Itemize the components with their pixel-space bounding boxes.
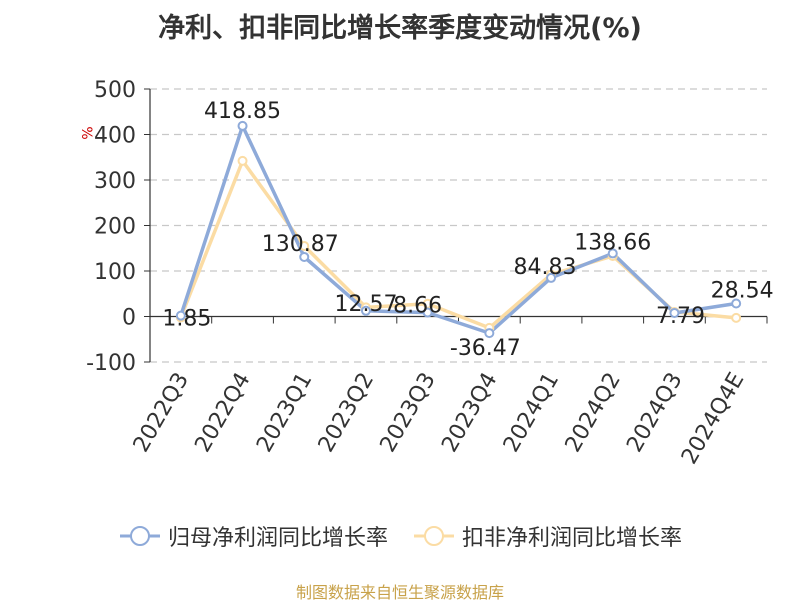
grid-lines — [150, 88, 767, 363]
legend-label: 扣非净利润同比增长率 — [462, 526, 683, 551]
y-tick-label: 500 — [94, 78, 136, 103]
y-tick-label: 300 — [94, 169, 136, 194]
y-axis-label: % — [78, 126, 94, 139]
data-label: 1.85 — [162, 307, 211, 332]
data-point — [546, 272, 557, 283]
data-point — [422, 307, 433, 318]
legend-line-icon — [119, 526, 160, 546]
x-tick-label: 2022Q4 — [190, 369, 255, 457]
x-tick-label: 2024Q3 — [622, 369, 687, 457]
data-point — [299, 251, 310, 262]
x-tick-label: 2024Q2 — [561, 369, 626, 457]
y-tick-label: 100 — [94, 260, 136, 285]
y-tick-label: 400 — [94, 124, 136, 149]
x-tick-label: 2024Q4E — [677, 369, 749, 469]
data-point — [484, 328, 495, 339]
data-point — [360, 305, 371, 316]
x-tick-label: 2022Q3 — [129, 369, 194, 457]
legend-line-icon — [414, 526, 454, 546]
legend: 归母净利润同比增长率 扣非净利润同比增长率 — [0, 520, 800, 552]
data-point — [669, 307, 680, 318]
x-tick-label: 2024Q1 — [499, 369, 564, 457]
data-point — [607, 248, 618, 259]
data-label: 138.66 — [574, 230, 651, 255]
x-tick-label: 2023Q2 — [314, 369, 379, 457]
data-point — [731, 312, 742, 323]
legend-item-parent-net-profit[interactable]: 归母净利润同比增长率 — [118, 520, 388, 552]
y-tick-label: -100 — [86, 351, 136, 376]
series-lines — [179, 124, 737, 335]
legend-label: 归母净利润同比增长率 — [167, 526, 388, 551]
data-label: 8.66 — [393, 294, 442, 319]
data-label: -36.47 — [450, 336, 521, 361]
data-point — [299, 240, 310, 251]
series-line — [179, 124, 737, 335]
data-label: 84.83 — [514, 255, 577, 280]
legend-item-deducted-net-profit[interactable]: 扣非净利润同比增长率 — [412, 520, 682, 552]
series-points — [175, 120, 742, 339]
data-point — [175, 310, 186, 321]
x-tick-label: 2023Q4 — [437, 369, 502, 457]
chart-title: 净利、扣非同比增长率季度变动情况(%) — [158, 13, 642, 44]
data-label: 12.57 — [334, 292, 397, 317]
data-label: 28.54 — [711, 279, 774, 304]
x-tick-label: 2023Q3 — [376, 369, 441, 457]
data-point — [731, 298, 742, 309]
data-label: 7.79 — [656, 304, 705, 329]
x-tick-label: 2023Q1 — [252, 369, 317, 457]
data-point — [237, 155, 248, 166]
data-label: 418.85 — [204, 99, 281, 124]
data-point — [237, 120, 248, 131]
y-tick-label: 200 — [94, 215, 136, 240]
data-labels: 1.85 418.85 130.87 12.578.66 -36.47 84.83138.… — [162, 99, 773, 361]
data-label: 130.87 — [262, 232, 339, 257]
source-note: 制图数据来自恒生聚源数据库 — [295, 583, 504, 602]
y-tick-label: 0 — [122, 306, 136, 331]
y-tick-labels: -100 0 100 200 300 400 500 — [86, 78, 136, 376]
x-tick-labels: 2022Q32022Q42023Q12023Q22023Q32023Q42024… — [129, 369, 750, 469]
